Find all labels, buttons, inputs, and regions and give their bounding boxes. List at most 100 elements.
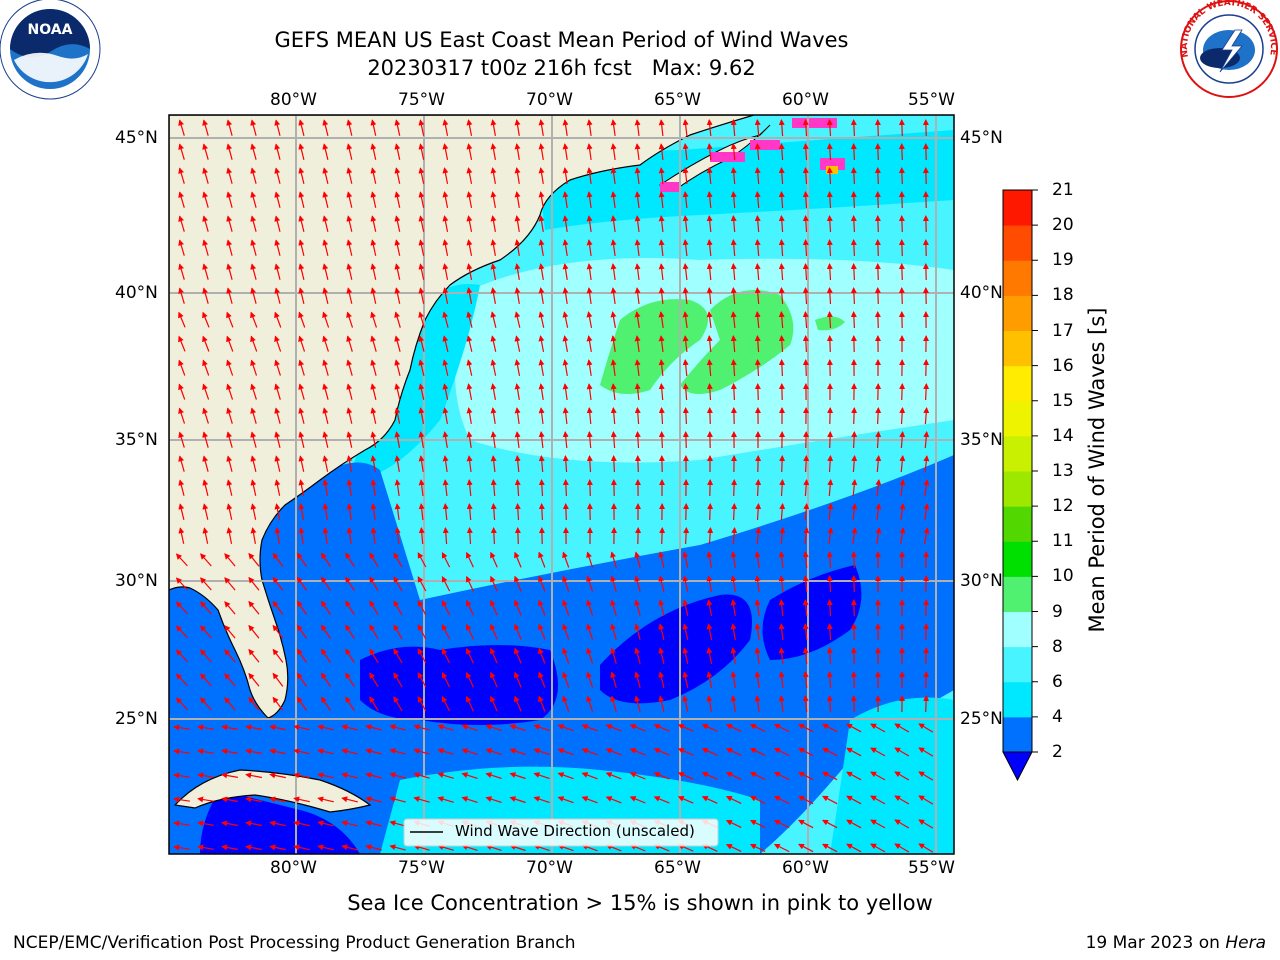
wave-direction-arrow [178,311,186,328]
wave-direction-arrow [682,551,689,568]
map-frame [168,114,955,855]
wave-direction-arrow [514,119,521,136]
wave-direction-arrow [706,623,713,641]
wave-direction-arrow [466,191,473,209]
wave-direction-arrow [370,383,377,400]
wave-direction-arrow [490,503,497,521]
wave-direction-arrow [538,647,546,664]
wave-direction-arrow [346,191,353,208]
wave-direction-arrow [442,407,449,425]
wave-direction-arrow [514,167,521,184]
wave-direction-arrow [822,843,838,853]
wave-direction-arrow [851,527,858,544]
wave-direction-arrow [562,575,570,592]
wave-direction-arrow [365,748,382,755]
wave-direction-arrow [293,772,310,779]
wave-direction-arrow [778,215,785,233]
wave-direction-arrow [442,119,449,137]
wave-direction-arrow [178,263,185,280]
wave-direction-arrow [226,191,233,208]
wave-direction-arrow [245,820,263,827]
wave-direction-arrow [272,696,284,711]
wave-direction-arrow [274,527,281,544]
wave-direction-arrow [706,383,713,401]
wave-direction-arrow [634,359,641,376]
wave-direction-arrow [418,215,425,232]
wave-direction-arrow [658,335,665,352]
wave-direction-arrow [682,671,689,688]
wave-direction-arrow [370,479,377,496]
wave-direction-arrow [706,575,713,593]
wave-direction-arrow [200,577,212,591]
wave-direction-arrow [298,167,305,184]
wave-direction-arrow [274,263,281,280]
wave-direction-arrow [898,215,905,233]
colorbar-segment [1003,541,1032,577]
wave-direction-arrow [341,772,358,779]
wave-direction-arrow [341,844,358,851]
sea-ice-cell [750,140,780,150]
wave-direction-arrow [538,359,545,377]
wave-direction-arrow [682,335,689,352]
wave-direction-arrow [874,167,881,185]
wave-direction-arrow [461,772,478,779]
wave-direction-arrow [370,263,377,280]
wave-direction-arrow [298,287,305,304]
wave-direction-arrow [754,239,761,257]
wave-direction-arrow [173,796,190,803]
wave-direction-arrow [586,215,593,232]
wave-direction-arrow [466,407,473,424]
wave-direction-arrow [778,671,785,688]
wave-direction-arrow [418,167,425,184]
wave-direction-arrow [894,843,910,853]
wave-direction-arrow [822,819,838,829]
wave-direction-arrow [586,671,594,688]
wave-direction-arrow [442,239,449,257]
wave-direction-arrow [346,431,353,448]
wave-direction-arrow [346,215,353,232]
wave-direction-arrow [202,431,209,448]
lon-label-bottom: 75°W [398,858,445,878]
wave-direction-arrow [538,311,545,328]
sea-ice-note: Sea Ice Concentration > 15% is shown in … [347,891,933,915]
wave-direction-arrow [875,503,882,520]
wave-direction-arrow [682,311,689,328]
wave-direction-arrow [394,215,401,232]
wave-direction-arrow [822,747,838,757]
wave-direction-arrow [250,191,257,208]
wave-direction-arrow [730,335,737,353]
wave-direction-arrow [417,600,427,616]
wave-direction-arrow [918,843,934,853]
wave-direction-arrow [682,695,689,712]
wave-direction-arrow [274,503,281,521]
wave-direction-arrow [706,167,713,185]
wave-direction-arrow [514,215,521,232]
wave-direction-arrow [586,695,594,712]
wave-direction-arrow [658,623,665,640]
wave-direction-arrow [754,311,761,329]
wave-direction-arrow [202,167,209,184]
wave-direction-arrow [562,551,570,568]
wave-direction-arrow [369,696,379,712]
wave-direction-arrow [296,648,308,663]
wave-direction-arrow [586,143,593,160]
wave-direction-arrow [514,575,522,592]
wave-direction-arrow [754,143,761,161]
wave-direction-arrow [441,552,451,568]
gridlines [169,115,954,854]
wave-direction-arrow [538,551,546,568]
wave-direction-arrow [778,335,785,353]
wave-direction-arrow [175,577,188,591]
wave-direction-arrow [346,167,353,184]
wave-direction-arrow [730,215,737,233]
wave-direction-arrow [586,311,593,329]
wave-direction-arrow [923,575,930,593]
wave-direction-arrow [586,167,593,184]
wave-direction-arrow [370,119,377,136]
wave-direction-arrow [798,747,814,757]
wave-direction-arrow [178,287,185,304]
wave-direction-arrow [442,191,449,209]
wave-direction-arrow [850,311,857,329]
wave-direction-arrow [730,695,737,712]
wave-direction-arrow [250,407,257,424]
